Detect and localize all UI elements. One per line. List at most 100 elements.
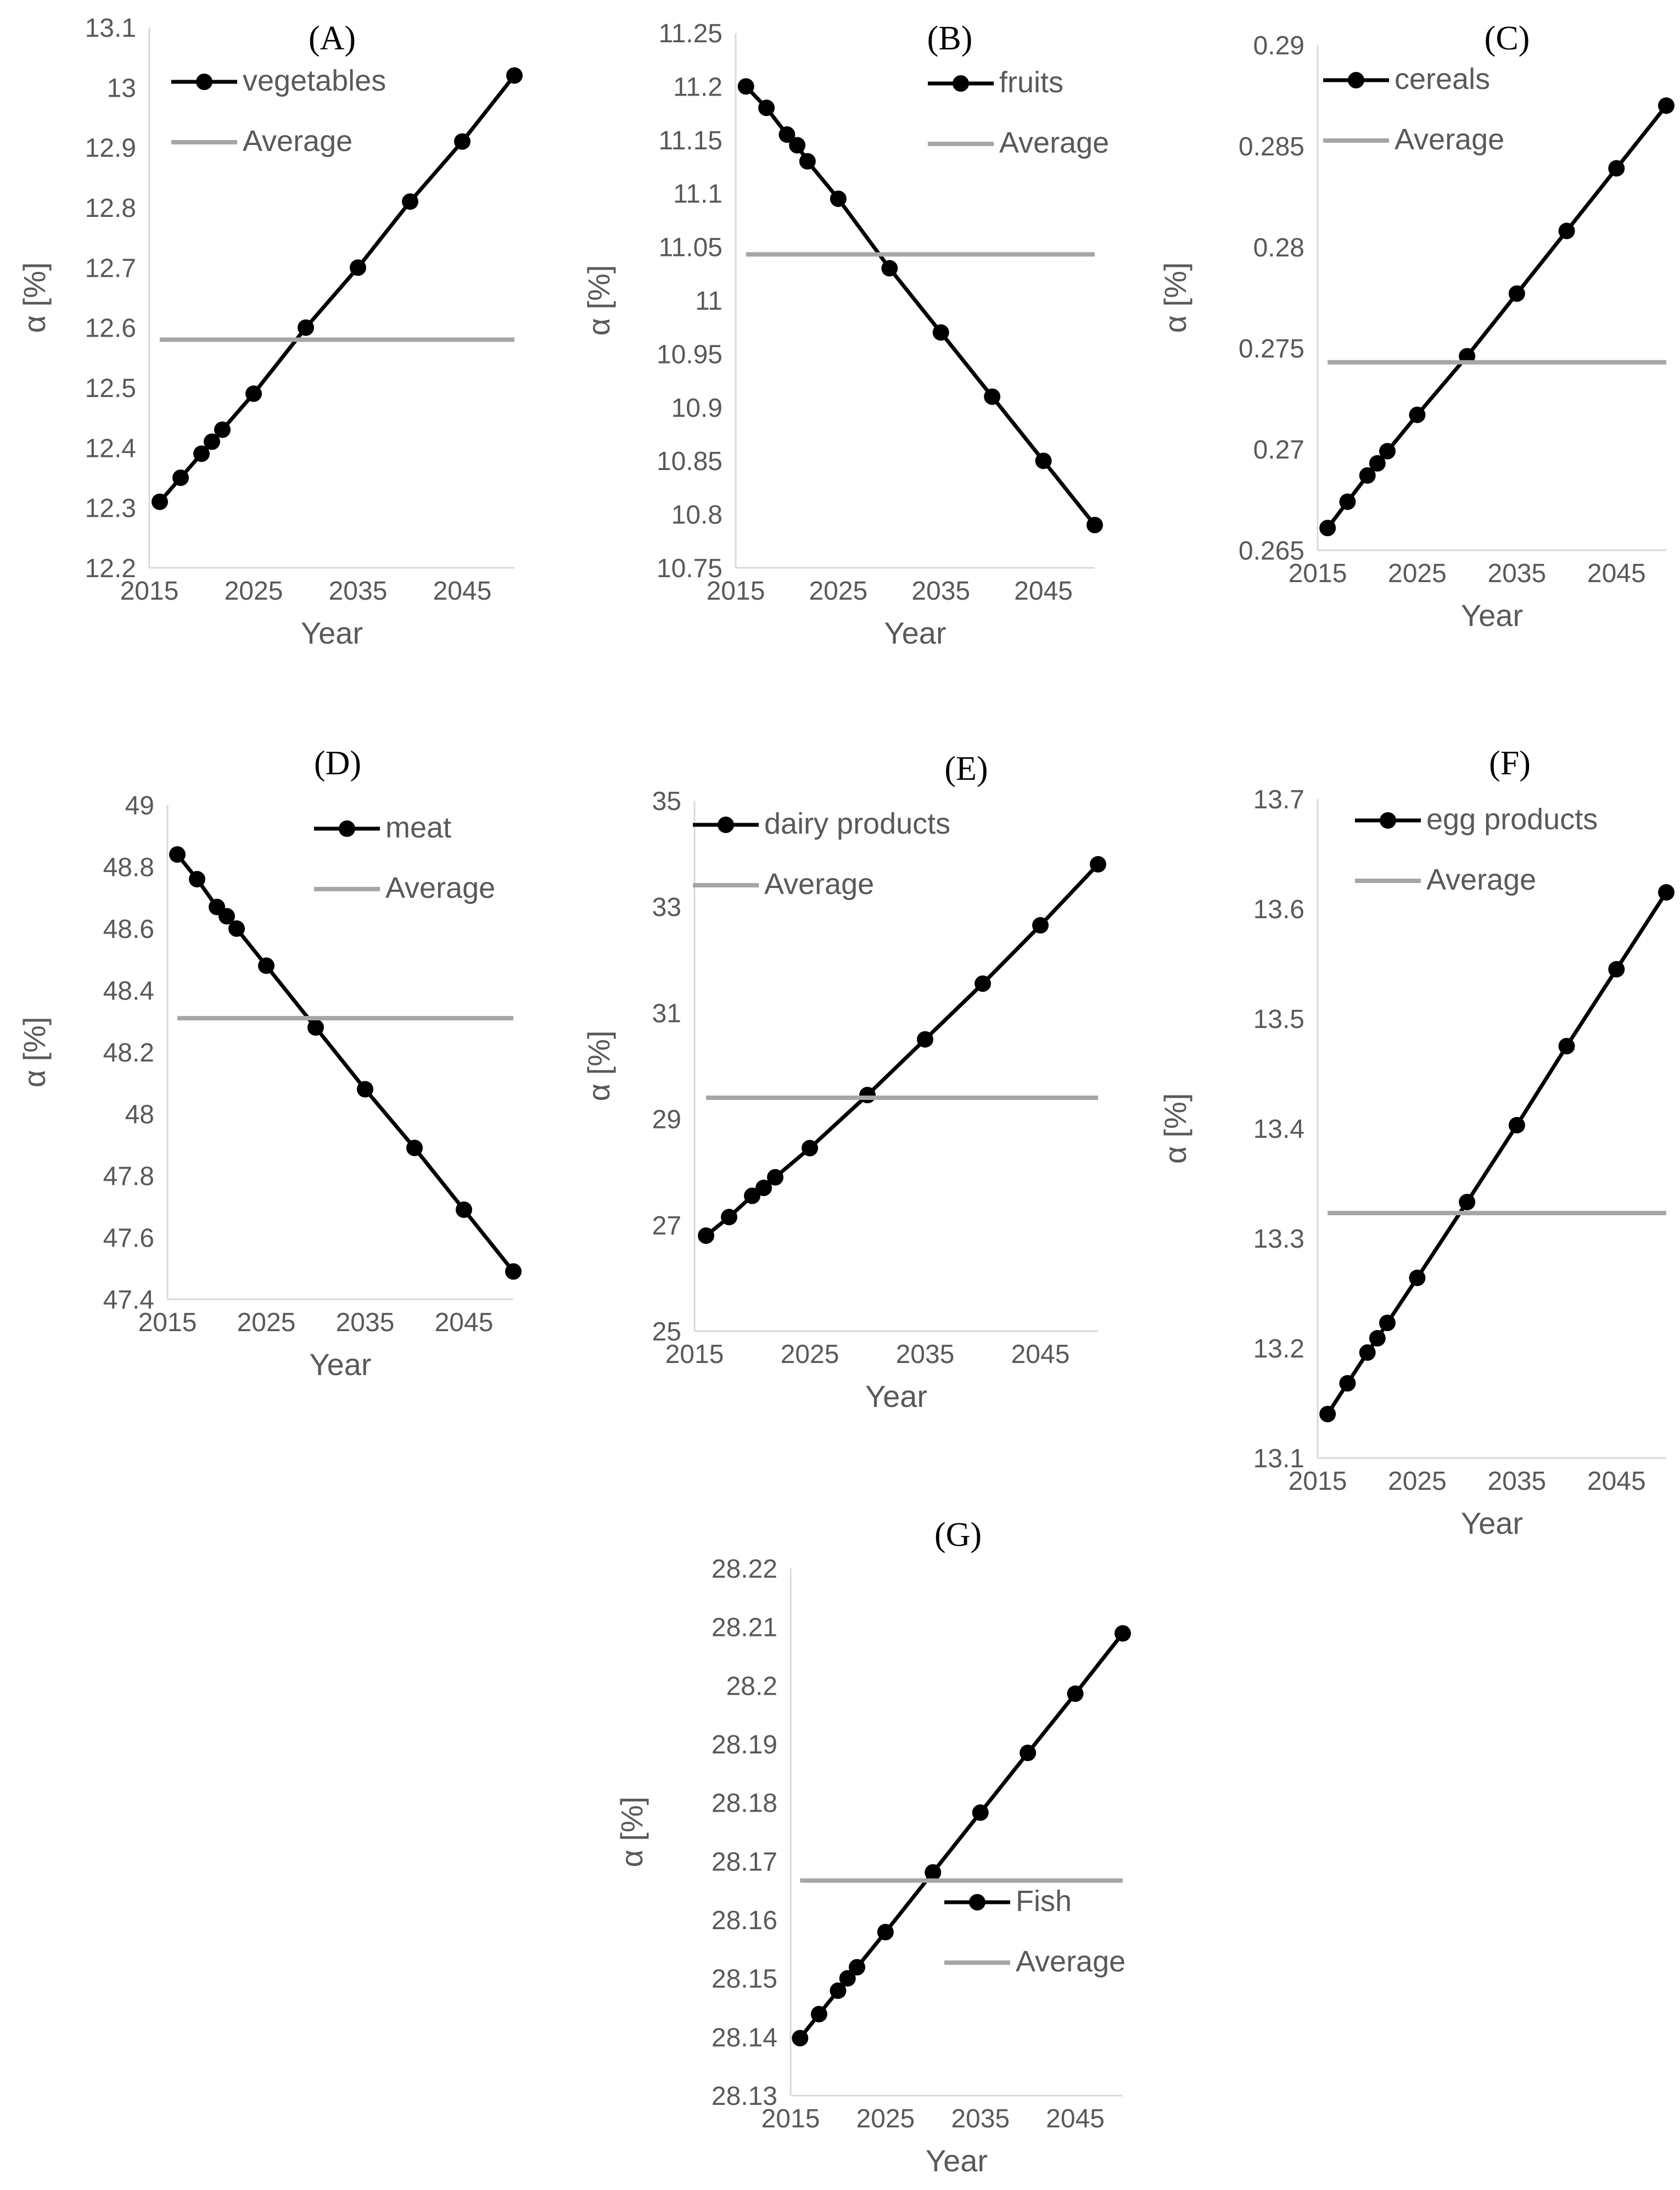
y-tick-label: 49 [125, 791, 154, 820]
x-tick-label: 2045 [1011, 1340, 1070, 1369]
data-point [839, 1970, 856, 1987]
panel-d: 47.4 47.6 47.8 48 48.2 48.4 48.6 48.8 49 2015 2025… [17, 745, 522, 1382]
x-tick-label: 2025 [237, 1308, 296, 1337]
legend-label: egg products [1426, 803, 1598, 836]
y-tick-label: 13.7 [1253, 785, 1304, 814]
panel-f: 13.1 13.2 13.3 13.4 13.5 13.6 13.7 2015 2025 2035… [1158, 745, 1675, 1540]
data-point [932, 324, 949, 341]
y-tick-label: 28.14 [712, 2023, 777, 2052]
x-axis-label: Year [301, 616, 363, 650]
data-point [789, 137, 806, 154]
data-point [214, 421, 231, 438]
data-point [1319, 1406, 1336, 1422]
y-tick-label: 28.17 [712, 1847, 777, 1876]
data-point [779, 126, 796, 143]
data-point [698, 1227, 714, 1244]
data-point [1339, 493, 1356, 510]
data-point [737, 78, 754, 95]
data-point [975, 975, 991, 992]
y-tick-label: 0.27 [1253, 435, 1304, 465]
y-tick-label: 13.1 [85, 14, 136, 43]
data-point [1558, 1038, 1575, 1054]
legend-label: Average [999, 126, 1109, 159]
y-tick-label: 13.5 [1253, 1005, 1304, 1034]
data-point [744, 1187, 760, 1204]
data-point [1409, 406, 1426, 423]
y-tick-label: 47.8 [103, 1162, 154, 1191]
x-tick-label: 2015 [120, 577, 179, 606]
y-axis-label: α [%] [1158, 262, 1192, 333]
data-point [1087, 517, 1103, 534]
data-point [758, 99, 775, 116]
data-point [830, 1982, 847, 1999]
panel-a: 12.2 12.3 12.4 12.5 12.6 12.7 12.8 12.9 13 13.1 20… [17, 14, 523, 650]
x-tick-label: 2025 [856, 2104, 915, 2133]
data-point [172, 470, 189, 486]
y-tick-label: 35 [652, 787, 681, 816]
data-point [1067, 1685, 1084, 1702]
panel-title: (G) [934, 1516, 982, 1554]
x-axis-label: Year [309, 1347, 371, 1382]
x-tick-label: 2015 [1289, 559, 1347, 588]
y-tick-label: 12.4 [85, 434, 136, 463]
legend-label: Fish [1016, 1885, 1072, 1918]
legend-marker [953, 75, 969, 92]
legend-marker [339, 820, 355, 837]
x-tick-label: 2025 [1388, 559, 1447, 588]
data-point [245, 385, 262, 402]
data-point [402, 193, 418, 210]
legend-marker [1348, 72, 1364, 88]
x-tick-label: 2045 [435, 1308, 494, 1337]
y-tick-label: 12.8 [85, 194, 136, 223]
x-tick-label: 2045 [433, 577, 492, 606]
y-tick-label: 13.1 [1253, 1444, 1304, 1473]
data-point [152, 493, 168, 510]
x-tick-label: 2035 [329, 577, 388, 606]
data-point [1035, 452, 1052, 470]
data-point [1508, 1117, 1525, 1133]
data-point [307, 1019, 324, 1036]
panel-e: 25 27 29 31 33 35 2015 2025 2035 2045 (E) Year α [%]… [581, 750, 1106, 1414]
legend-label: Average [764, 868, 874, 901]
y-tick-label: 28.15 [712, 1965, 777, 1994]
y-tick-label: 11.15 [658, 126, 723, 155]
x-axis-label: Year [1461, 598, 1523, 633]
y-tick-label: 0.275 [1239, 334, 1304, 364]
data-point [406, 1139, 423, 1157]
data-point [859, 1087, 876, 1104]
data-point [721, 1209, 737, 1226]
y-tick-label: 10.95 [657, 340, 723, 369]
x-tick-label: 2015 [138, 1308, 197, 1337]
legend-label: Average [1426, 863, 1536, 896]
y-tick-label: 28.21 [712, 1613, 777, 1643]
y-tick-label: 12.2 [85, 554, 136, 583]
y-tick-label: 10.85 [657, 447, 723, 476]
legend-label: meat [385, 811, 451, 844]
legend-label: dairy products [764, 807, 950, 840]
y-tick-label: 48 [125, 1100, 154, 1130]
data-point [1369, 1330, 1386, 1347]
x-axis-label: Year [1461, 1506, 1523, 1540]
legend-label: Average [385, 871, 495, 904]
data-point [877, 1924, 894, 1941]
data-point [917, 1031, 933, 1048]
y-tick-label: 12.5 [85, 374, 136, 403]
y-tick-label: 13.6 [1253, 895, 1304, 924]
x-tick-label: 2025 [1388, 1467, 1447, 1496]
data-point [1608, 961, 1625, 977]
x-tick-label: 2045 [1014, 577, 1073, 606]
data-point [189, 871, 205, 887]
panel-b: 10.75 10.8 10.85 10.9 10.95 11 11.05 11.1 11.15 1… [581, 19, 1109, 650]
data-point [1369, 455, 1386, 472]
y-tick-label: 47.4 [103, 1286, 154, 1315]
data-point [506, 67, 523, 84]
x-tick-label: 2025 [781, 1340, 839, 1369]
data-point [802, 1139, 818, 1157]
y-axis-label: α [%] [614, 1797, 649, 1868]
legend-label: Average [243, 125, 352, 158]
legend-marker [196, 74, 212, 90]
data-point [1558, 222, 1575, 239]
legend-label: vegetables [243, 64, 386, 97]
y-tick-label: 11.2 [673, 72, 723, 102]
